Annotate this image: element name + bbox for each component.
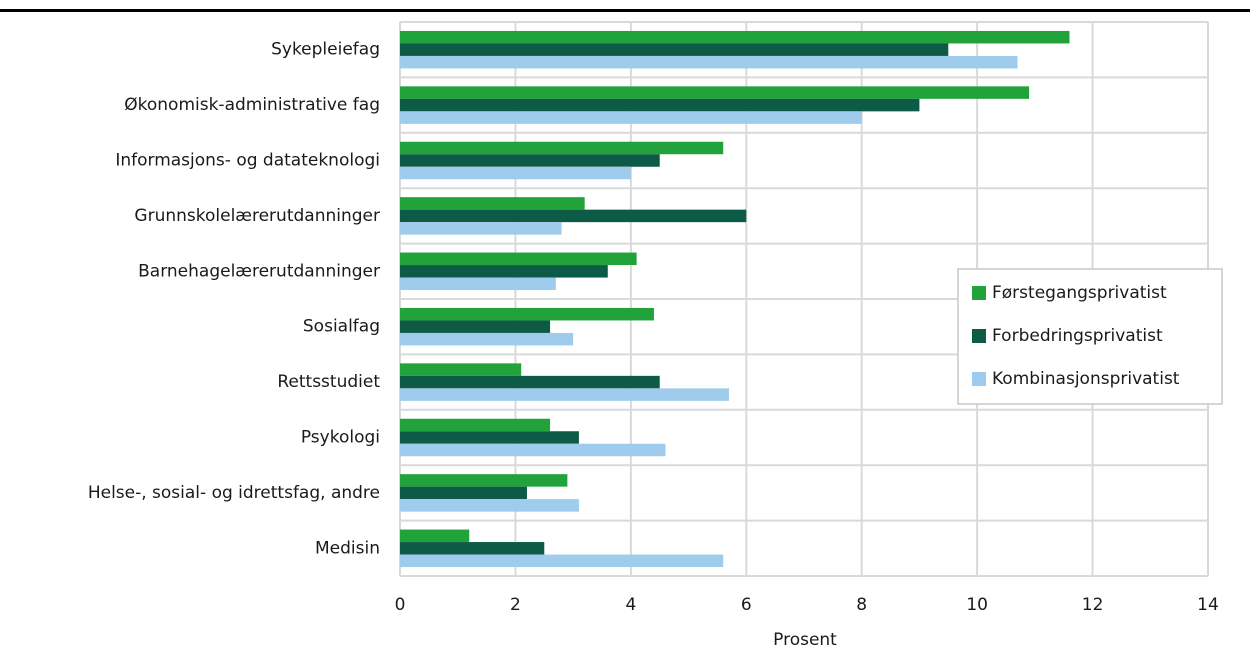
x-tick-label: 2 xyxy=(510,595,521,615)
category-label: Sykepleiefag xyxy=(271,40,380,60)
bar xyxy=(400,529,470,543)
category-label: Økonomisk-administrative fag xyxy=(124,95,380,115)
legend: Førstegangsprivatist Forbedringsprivatist… xyxy=(957,268,1223,405)
grid-lines xyxy=(399,21,1209,577)
top-rule xyxy=(0,9,1250,12)
x-tick-label: 4 xyxy=(625,595,636,615)
bar xyxy=(400,111,862,124)
legend-label: Førstegangsprivatist xyxy=(992,283,1167,303)
bar xyxy=(400,474,568,487)
bar xyxy=(400,98,920,112)
bar xyxy=(400,209,747,223)
category-label: Helse-, sosial- og idrettsfag, andre xyxy=(88,483,380,503)
x-tick-label: 6 xyxy=(741,595,752,615)
x-tick-label: 14 xyxy=(1197,595,1219,615)
bar xyxy=(400,252,637,266)
category-label: Grunnskolelærerutdanninger xyxy=(134,206,380,226)
x-tick-label: 10 xyxy=(966,595,988,615)
category-label: Informasjons- og datateknologi xyxy=(115,151,380,171)
bar xyxy=(400,197,585,210)
bar xyxy=(400,166,631,180)
bar xyxy=(400,443,666,457)
bar xyxy=(400,499,579,512)
category-label: Medisin xyxy=(315,538,380,558)
bar xyxy=(400,30,1070,44)
legend-swatch xyxy=(972,372,986,386)
bar xyxy=(400,141,724,155)
legend-label: Kombinasjonsprivatist xyxy=(992,369,1180,389)
bar xyxy=(400,320,551,333)
x-axis-title: Prosent xyxy=(773,630,837,650)
legend-frame xyxy=(957,268,1223,405)
legend-swatch xyxy=(972,286,986,300)
category-labels: Sykepleiefag Økonomisk-administrative fag… xyxy=(88,40,380,559)
x-tick-label: 12 xyxy=(1082,595,1104,615)
bar xyxy=(400,222,562,235)
bar xyxy=(400,431,579,444)
bar xyxy=(400,332,574,346)
legend-swatch xyxy=(972,329,986,343)
category-label: Sosialfag xyxy=(303,317,380,337)
bar xyxy=(400,486,527,500)
x-tick-label: 0 xyxy=(395,595,406,615)
bars xyxy=(400,30,1070,568)
bar xyxy=(400,43,949,56)
bar xyxy=(400,554,724,568)
bar xyxy=(400,375,660,389)
bar xyxy=(400,363,522,376)
category-label: Barnehagelærerutdanninger xyxy=(138,261,380,281)
category-label: Psykologi xyxy=(301,428,380,448)
bar xyxy=(400,388,729,401)
category-label: Rettsstudiet xyxy=(277,372,380,392)
bar xyxy=(400,55,1018,69)
x-tick-labels: 0 2 4 6 8 10 12 14 xyxy=(395,595,1219,615)
bar xyxy=(400,86,1030,99)
bar xyxy=(400,277,556,291)
x-tick-label: 8 xyxy=(856,595,867,615)
bar xyxy=(400,307,654,321)
bar xyxy=(400,542,545,555)
legend-label: Forbedringsprivatist xyxy=(992,326,1163,346)
bar xyxy=(400,154,660,167)
bar xyxy=(400,265,608,278)
bar xyxy=(400,418,551,432)
